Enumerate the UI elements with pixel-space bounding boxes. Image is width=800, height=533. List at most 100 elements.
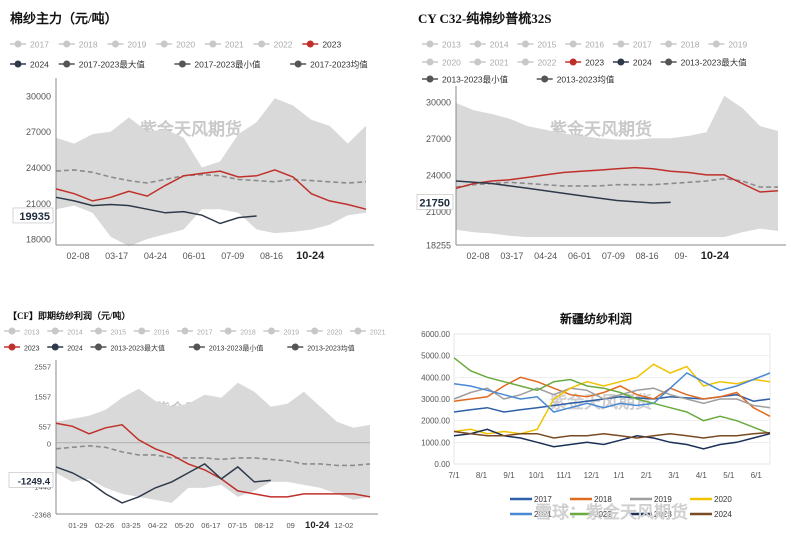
legend-item[interactable]: 2022 <box>570 510 612 519</box>
legend-label: 2019 <box>283 330 299 337</box>
y-tick-label: 2000.00 <box>421 417 450 426</box>
legend-label: 2020 <box>176 40 195 50</box>
legend-item[interactable]: 2014 <box>469 40 509 50</box>
legend-item[interactable]: 2018 <box>58 40 98 50</box>
x-tick-label: 10/1 <box>529 471 545 480</box>
legend-item[interactable]: 2017 <box>612 40 652 50</box>
x-tick-label: 04-24 <box>534 251 557 261</box>
legend-marker <box>178 60 186 68</box>
legend-marker <box>665 58 673 66</box>
legend-label: 2013-2023最大值 <box>681 58 748 68</box>
x-tick-label: 07-15 <box>228 521 247 530</box>
legend-item[interactable]: 2019 <box>263 327 299 337</box>
legend-item[interactable]: 2013-2023最大值 <box>660 58 748 68</box>
legend-item[interactable]: 2018 <box>570 495 612 504</box>
legend-item[interactable]: 2015 <box>517 40 557 50</box>
legend-marker <box>14 40 22 48</box>
legend-item[interactable]: 2013-2023最小值 <box>188 343 263 353</box>
legend-item[interactable]: 2017-2023均值 <box>290 60 368 70</box>
legend-item[interactable]: 2022 <box>517 58 557 68</box>
x-tick-label: 06-01 <box>568 251 591 261</box>
y-tick-label: 0.00 <box>434 460 450 469</box>
x-tick-label: 04-24 <box>144 251 167 261</box>
legend-marker <box>712 40 720 48</box>
legend-item[interactable]: 2013-2023最大值 <box>90 343 165 353</box>
legend-item[interactable]: 2016 <box>133 327 170 337</box>
x-tick-label: 07-09 <box>221 251 244 261</box>
x-tick-label: 8/1 <box>476 471 488 480</box>
legend-item[interactable]: 2017 <box>10 40 49 50</box>
legend-item[interactable]: 2024 <box>10 60 49 70</box>
legend-label: 2014 <box>490 40 509 50</box>
x-tick-label: 03-17 <box>500 251 523 261</box>
legend-marker <box>426 75 434 83</box>
legend-item[interactable]: 2019 <box>708 40 748 50</box>
legend-marker <box>521 58 529 66</box>
legend-item[interactable]: 2020 <box>156 40 195 50</box>
chart-svg: 2013 2014 2015 2016 2017 2018 2019 2020 2021 2022… <box>416 40 786 262</box>
legend-item[interactable]: 2023 <box>630 510 672 519</box>
legend-item[interactable]: 2024 <box>47 343 83 353</box>
legend-item[interactable]: 2013-2023均值 <box>287 343 355 353</box>
legend-item[interactable]: 2021 <box>349 327 386 337</box>
legend-item[interactable]: 2017 <box>176 327 213 337</box>
x-tick-label: 02-26 <box>95 521 114 530</box>
legend-item[interactable]: 2018 <box>220 327 256 337</box>
chart-title: 棉纱主力（元/吨） <box>10 11 118 26</box>
legend-item[interactable]: 2014 <box>47 327 83 337</box>
series-line-2022 <box>453 357 771 435</box>
legend-marker <box>294 60 302 68</box>
legend-item[interactable]: 2021 <box>510 510 552 519</box>
legend-item[interactable]: 2013 <box>4 327 40 337</box>
legend-item[interactable]: 2021 <box>469 58 509 68</box>
legend-marker <box>569 40 577 48</box>
chart-title: 【CF】即期纺纱利润（元/吨） <box>8 311 131 321</box>
series-line-2024 <box>455 180 671 204</box>
legend-item[interactable]: 2015 <box>90 327 126 337</box>
legend-item[interactable]: 2020 <box>306 327 343 337</box>
legend-item[interactable]: 2024 <box>612 58 652 68</box>
y-tick-label: 1557 <box>34 393 51 402</box>
y-tick-label: 1000.00 <box>421 438 450 447</box>
legend-item[interactable]: 2013-2023最小值 <box>422 75 509 85</box>
legend-item[interactable]: 2013-2023均值 <box>536 75 615 85</box>
legend-item[interactable]: 2024 <box>690 510 732 519</box>
x-tick-label: 7/1 <box>448 471 460 480</box>
legend-item[interactable]: 2019 <box>107 40 147 50</box>
series-line-2013-2023均值 <box>55 444 371 467</box>
legend-label: 2013-2023最小值 <box>442 75 509 85</box>
x-tick-label: 3/1 <box>668 471 680 480</box>
x-tick-label: 04-22 <box>148 521 167 530</box>
legend-label: 2021 <box>534 510 552 519</box>
legend-item[interactable]: 2021 <box>204 40 244 50</box>
legend-item[interactable]: 2016 <box>565 40 604 50</box>
series-line-2023 <box>55 169 367 210</box>
legend-marker <box>224 327 232 335</box>
legend-label: 2024 <box>67 346 83 353</box>
legend-label: 2019 <box>654 495 672 504</box>
x-tick-label: 08-12 <box>254 521 273 530</box>
legend-item[interactable]: 2017 <box>510 495 552 504</box>
legend-label: 2016 <box>154 330 170 337</box>
legend-item[interactable]: 2019 <box>630 495 672 504</box>
legend-item[interactable]: 2017-2023最大值 <box>58 60 146 70</box>
legend-label: 2015 <box>537 40 556 50</box>
legend-item[interactable]: 2023 <box>302 40 342 50</box>
legend-item[interactable]: 2023 <box>565 58 604 68</box>
legend-item[interactable]: 2023 <box>4 343 40 353</box>
legend-label: 2013-2023均值 <box>557 75 615 85</box>
legend-marker <box>617 40 625 48</box>
legend-item[interactable]: 2013 <box>422 40 461 50</box>
legend-item[interactable]: 2022 <box>253 40 293 50</box>
legend-item[interactable]: 2020 <box>690 495 732 504</box>
x-tick-label: 12-02 <box>334 521 353 530</box>
x-tick-label: 4/1 <box>696 471 708 480</box>
legend-item[interactable]: 2020 <box>422 58 461 68</box>
legend-label: 2024 <box>30 60 49 70</box>
series-line-2023 <box>55 422 371 498</box>
legend-marker <box>8 343 16 351</box>
legend-label: 2022 <box>274 40 293 50</box>
legend-item[interactable]: 2018 <box>660 40 700 50</box>
legend-item[interactable]: 2017-2023最小值 <box>174 60 261 70</box>
y-tick-label: 5000.00 <box>421 352 450 361</box>
